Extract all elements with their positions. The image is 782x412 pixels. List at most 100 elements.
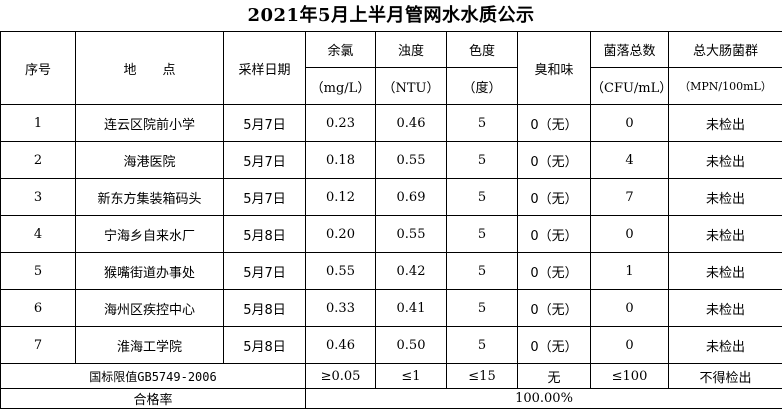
cell-location: 猴嘴街道办事处 <box>75 252 224 290</box>
header-chlorine-unit: （mg/L） <box>305 67 376 105</box>
cell-date: 5月8日 <box>223 326 306 364</box>
cell-turbidity: 0.41 <box>375 289 447 327</box>
cell-colonies: 0 <box>590 289 669 327</box>
cell-index: 2 <box>0 141 76 179</box>
pass-rate-row: 合格率 100.00% <box>0 388 782 409</box>
table-row: 2 海港医院 5月7日 0.18 0.55 5 0（无） 4 未检出 <box>0 141 782 179</box>
table-row: 4 宁海乡自来水厂 5月8日 0.20 0.55 5 0（无） 0 未检出 <box>0 215 782 253</box>
cell-chlorine: 0.23 <box>305 104 376 142</box>
cell-location: 宁海乡自来水厂 <box>75 215 224 253</box>
header-row-top: 序号 地 点 采样日期 余氯 浊度 色度 臭和味 菌落总数 总大肠菌群 <box>0 31 782 105</box>
cell-index: 1 <box>0 104 76 142</box>
cell-coliform: 未检出 <box>668 178 782 216</box>
limits-label: 国标限值GB5749-2006 <box>0 363 306 389</box>
water-quality-table: 序号 地 点 采样日期 余氯 浊度 色度 臭和味 菌落总数 总大肠菌群 （mg/… <box>0 31 782 409</box>
table-row: 6 海州区疾控中心 5月8日 0.33 0.41 5 0（无） 0 未检出 <box>0 289 782 327</box>
cell-location: 淮海工学院 <box>75 326 224 364</box>
cell-odor: 0（无） <box>517 178 591 216</box>
cell-coliform: 未检出 <box>668 141 782 179</box>
cell-location: 海州区疾控中心 <box>75 289 224 327</box>
table-row: 5 猴嘴街道办事处 5月7日 0.55 0.42 5 0（无） 1 未检出 <box>0 252 782 290</box>
cell-color: 5 <box>446 104 518 142</box>
cell-chlorine: 0.55 <box>305 252 376 290</box>
limit-chlorine: ≥0.05 <box>305 363 376 389</box>
limit-colonies: ≤100 <box>590 363 669 389</box>
table-row: 1 连云区院前小学 5月7日 0.23 0.46 5 0（无） 0 未检出 <box>0 104 782 142</box>
cell-coliform: 未检出 <box>668 215 782 253</box>
limits-row: 国标限值GB5749-2006 ≥0.05 ≤1 ≤15 无 ≤100 不得检出 <box>0 363 782 389</box>
cell-odor: 0（无） <box>517 252 591 290</box>
cell-chlorine: 0.33 <box>305 289 376 327</box>
limit-coliform: 不得检出 <box>668 363 782 389</box>
cell-turbidity: 0.42 <box>375 252 447 290</box>
cell-turbidity: 0.69 <box>375 178 447 216</box>
cell-coliform: 未检出 <box>668 289 782 327</box>
header-turbidity: 浊度 <box>375 31 447 68</box>
cell-date: 5月7日 <box>223 178 306 216</box>
cell-coliform: 未检出 <box>668 104 782 142</box>
table-row: 3 新东方集装箱码头 5月7日 0.12 0.69 5 0（无） 7 未检出 <box>0 178 782 216</box>
header-coliform: 总大肠菌群 <box>668 31 782 68</box>
pass-rate-label: 合格率 <box>0 388 306 409</box>
cell-odor: 0（无） <box>517 289 591 327</box>
header-odor: 臭和味 <box>517 31 591 105</box>
cell-date: 5月7日 <box>223 141 306 179</box>
cell-date: 5月7日 <box>223 104 306 142</box>
cell-colonies: 7 <box>590 178 669 216</box>
cell-index: 3 <box>0 178 76 216</box>
cell-color: 5 <box>446 326 518 364</box>
header-chlorine: 余氯 <box>305 31 376 68</box>
cell-location: 海港医院 <box>75 141 224 179</box>
cell-index: 6 <box>0 289 76 327</box>
cell-odor: 0（无） <box>517 215 591 253</box>
cell-odor: 0（无） <box>517 326 591 364</box>
cell-colonies: 0 <box>590 326 669 364</box>
cell-date: 5月7日 <box>223 252 306 290</box>
pass-rate-value: 100.00% <box>305 388 782 409</box>
cell-turbidity: 0.55 <box>375 141 447 179</box>
cell-colonies: 0 <box>590 104 669 142</box>
header-turbidity-unit: （NTU） <box>375 67 447 105</box>
page-title: 2021年5月上半月管网水水质公示 <box>247 5 535 26</box>
cell-location: 连云区院前小学 <box>75 104 224 142</box>
header-coliform-unit: （MPN/100mL） <box>668 67 782 105</box>
header-date: 采样日期 <box>223 31 306 105</box>
cell-coliform: 未检出 <box>668 326 782 364</box>
cell-location: 新东方集装箱码头 <box>75 178 224 216</box>
cell-colonies: 1 <box>590 252 669 290</box>
cell-turbidity: 0.55 <box>375 215 447 253</box>
cell-turbidity: 0.50 <box>375 326 447 364</box>
cell-color: 5 <box>446 215 518 253</box>
cell-color: 5 <box>446 141 518 179</box>
header-color-unit: （度） <box>446 67 518 105</box>
cell-chlorine: 0.18 <box>305 141 376 179</box>
limit-turbidity: ≤1 <box>375 363 447 389</box>
header-index: 序号 <box>0 31 76 105</box>
cell-color: 5 <box>446 252 518 290</box>
cell-color: 5 <box>446 178 518 216</box>
limit-odor: 无 <box>517 363 591 389</box>
cell-chlorine: 0.46 <box>305 326 376 364</box>
header-location: 地 点 <box>75 31 224 105</box>
table-row: 7 淮海工学院 5月8日 0.46 0.50 5 0（无） 0 未检出 <box>0 326 782 364</box>
cell-date: 5月8日 <box>223 215 306 253</box>
cell-index: 7 <box>0 326 76 364</box>
header-colonies-unit: （CFU/mL） <box>590 67 669 105</box>
header-row-units: （mg/L） （NTU） （度） （CFU/mL） （MPN/100mL） <box>1 67 782 105</box>
cell-coliform: 未检出 <box>668 252 782 290</box>
cell-index: 4 <box>0 215 76 253</box>
limit-color: ≤15 <box>446 363 518 389</box>
cell-chlorine: 0.12 <box>305 178 376 216</box>
cell-odor: 0（无） <box>517 104 591 142</box>
cell-turbidity: 0.46 <box>375 104 447 142</box>
cell-index: 5 <box>0 252 76 290</box>
cell-colonies: 0 <box>590 215 669 253</box>
cell-color: 5 <box>446 289 518 327</box>
cell-colonies: 4 <box>590 141 669 179</box>
cell-chlorine: 0.20 <box>305 215 376 253</box>
cell-date: 5月8日 <box>223 289 306 327</box>
cell-odor: 0（无） <box>517 141 591 179</box>
header-colonies: 菌落总数 <box>590 31 669 68</box>
header-color: 色度 <box>446 31 518 68</box>
